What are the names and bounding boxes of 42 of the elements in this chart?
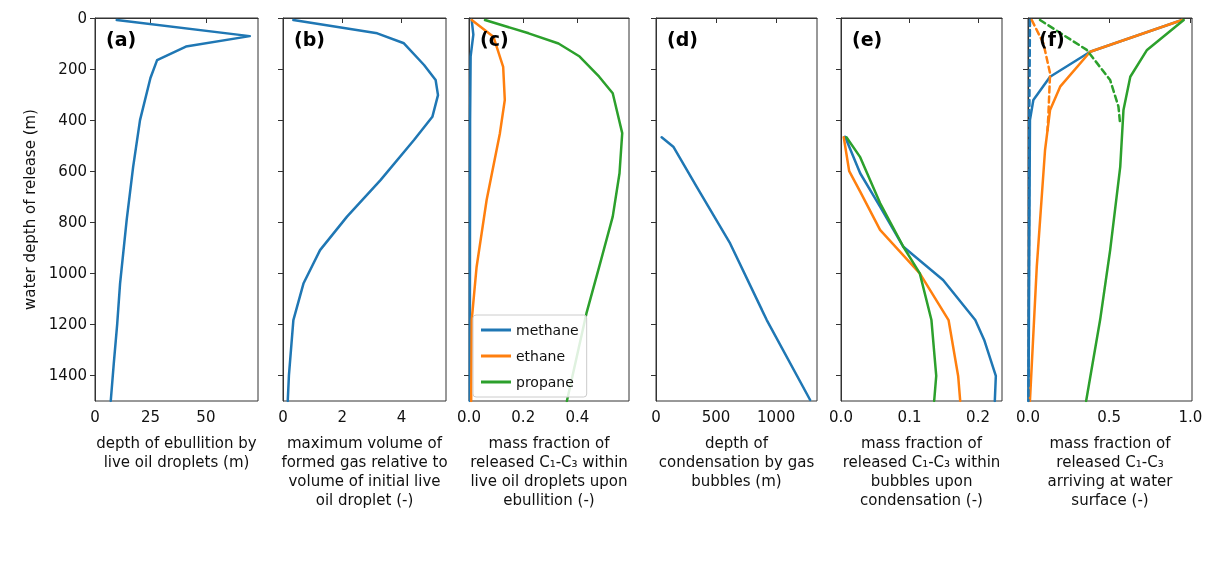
legend-label: ethane: [516, 348, 566, 364]
x-axis-title: depth of ebullition by live oil droplets (m): [96, 433, 257, 471]
text: (b): [294, 27, 325, 50]
y-tick-label: 800: [58, 213, 87, 232]
x-tick-label: 1.0: [1178, 407, 1203, 426]
y-tick-label: 1000: [48, 264, 87, 283]
x-tick-label: 0.0: [1016, 407, 1040, 426]
x-axis-title: depth of condensation by gas bubbles (m): [658, 433, 815, 490]
x-tick-label: 0.2: [511, 407, 536, 426]
x-tick-label: 0: [278, 407, 288, 426]
x-tick-label: 2: [337, 407, 348, 426]
y-tick-label: 1400: [48, 366, 87, 385]
x-tick-label: 0.2: [966, 407, 990, 426]
x-tick-label: 0: [90, 407, 100, 426]
text: (f): [1039, 27, 1065, 50]
x-tick-label: 0.0: [829, 407, 853, 426]
y-tick-label: 400: [58, 111, 87, 130]
text: (d): [667, 27, 698, 50]
x-axis-title: mass fraction of released C₁-C₃ within bubbles upon condensation (-): [842, 433, 1001, 509]
x-tick-label: 0.4: [565, 407, 590, 426]
x-axis-title: mass fraction of released C₁-C₃ within live oil droplets upon ebullition (-): [470, 433, 628, 509]
x-tick-label: 50: [196, 407, 216, 426]
x-tick-label: 0.5: [1097, 407, 1122, 426]
y-axis-title: water depth of release (m): [20, 109, 39, 310]
y-tick-label: 600: [58, 162, 87, 181]
x-tick-label: 0.1: [897, 407, 922, 426]
x-tick-label: 0: [651, 407, 661, 426]
text: (e): [852, 27, 883, 50]
y-tick-label: 0: [77, 9, 87, 27]
x-tick-label: 500: [701, 407, 731, 426]
x-tick-label: 1000: [757, 407, 796, 426]
x-tick-label: 25: [140, 407, 160, 426]
y-tick-label: 1200: [48, 315, 87, 334]
legend-label: propane: [516, 374, 574, 390]
text: (a): [106, 27, 137, 50]
x-axis-title: maximum volume of formed gas relative to volume of initial live oil droplet (-): [281, 433, 448, 509]
legend-label: methane: [516, 322, 579, 338]
line-series: [109, 18, 252, 403]
x-tick-label: 4: [396, 407, 407, 426]
x-axis-title: mass fraction of released C₁-C₃ arriving at water surface (-): [1047, 433, 1174, 509]
y-tick-label: 200: [58, 60, 87, 79]
x-tick-label: 0.0: [457, 407, 481, 426]
